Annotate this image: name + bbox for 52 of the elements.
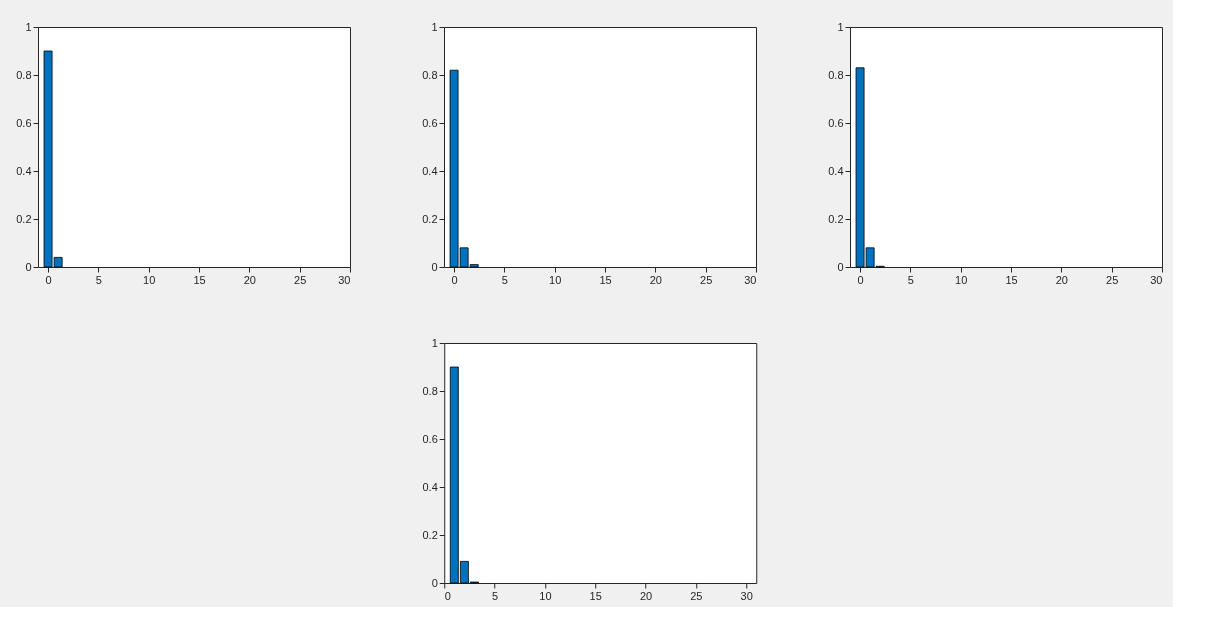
y-tick-label: 0.6 (16, 116, 32, 129)
y-tick-label: 0.8 (422, 384, 438, 397)
y-tick-label: 0 (837, 260, 844, 273)
y-tick-label: 0.4 (422, 164, 438, 177)
y-tick-label: 0.2 (422, 212, 438, 225)
x-tick-label: 20 (639, 589, 653, 602)
y-tick-label: 0.4 (422, 480, 438, 493)
y-tick-label: 0.8 (828, 68, 844, 81)
x-tick-label: 20 (649, 273, 662, 286)
y-tick-label: 0 (431, 260, 438, 273)
y-tick-label: 1 (431, 20, 438, 33)
x-tick-label: 5 (501, 273, 508, 286)
x-tick-label: 0 (444, 589, 451, 602)
y-tick-label: 0.6 (422, 116, 438, 129)
x-tick-label: 30 (338, 273, 351, 286)
x-tick-label: 0 (451, 273, 458, 286)
y-tick-label: 0.4 (828, 164, 844, 177)
y-tick-label: 0.8 (16, 68, 32, 81)
y-tick-label: 1 (25, 20, 32, 33)
x-tick-label: 30 (1150, 273, 1163, 286)
x-tick-label: 10 (955, 273, 968, 286)
x-tick-label: 15 (193, 273, 206, 286)
x-tick-label: 10 (549, 273, 562, 286)
x-tick-label: 20 (1055, 273, 1068, 286)
x-tick-label: 5 (492, 589, 499, 602)
y-tick-label: 0.8 (422, 68, 438, 81)
x-tick-label: 5 (95, 273, 102, 286)
x-tick-label: 30 (740, 589, 753, 602)
x-tick-label: 15 (1005, 273, 1018, 286)
x-tick-label: 0 (857, 273, 864, 286)
x-tick-label: 25 (690, 589, 703, 602)
y-tick-label: 0 (431, 576, 438, 589)
x-tick-label: 5 (907, 273, 914, 286)
y-tick-label: 0.2 (828, 212, 844, 225)
x-tick-label: 25 (294, 273, 307, 286)
x-tick-label: 15 (589, 589, 602, 602)
x-tick-label: 30 (744, 273, 757, 286)
x-tick-label: 10 (539, 589, 552, 602)
y-tick-label: 0.4 (16, 164, 32, 177)
y-tick-label: 0.6 (422, 432, 438, 445)
x-tick-label: 25 (700, 273, 713, 286)
y-tick-label: 0.6 (828, 116, 844, 129)
y-tick-label: 0 (25, 260, 32, 273)
y-tick-label: 0.2 (16, 212, 32, 225)
x-tick-label: 0 (45, 273, 52, 286)
x-tick-label: 10 (143, 273, 156, 286)
y-tick-label: 1 (837, 20, 844, 33)
y-tick-label: 0.2 (422, 528, 438, 541)
x-tick-label: 20 (243, 273, 256, 286)
y-tick-label: 1 (431, 336, 438, 349)
x-tick-label: 15 (599, 273, 612, 286)
x-tick-label: 25 (1106, 273, 1119, 286)
